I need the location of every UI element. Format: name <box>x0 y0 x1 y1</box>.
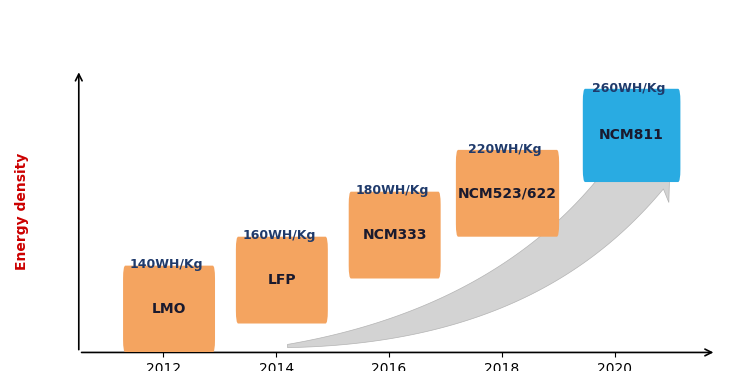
Text: Energy density: Energy density <box>15 152 29 270</box>
FancyBboxPatch shape <box>349 192 441 279</box>
Text: NCM523/622: NCM523/622 <box>458 186 557 200</box>
Text: The cathode material technology iteration has been completed: The cathode material technology iteratio… <box>11 20 603 38</box>
Text: LFP: LFP <box>268 273 296 287</box>
Text: LMO: LMO <box>152 302 186 316</box>
Text: 180WH/Kg: 180WH/Kg <box>356 184 428 197</box>
FancyBboxPatch shape <box>236 237 328 324</box>
Text: 260WH/Kg: 260WH/Kg <box>592 82 665 95</box>
Text: 160WH/Kg: 160WH/Kg <box>242 230 316 243</box>
FancyBboxPatch shape <box>583 89 680 182</box>
Text: 220WH/Kg: 220WH/Kg <box>468 143 542 156</box>
FancyBboxPatch shape <box>123 266 215 352</box>
FancyBboxPatch shape <box>456 150 559 237</box>
Text: NCM811: NCM811 <box>599 128 664 142</box>
Text: 140WH/Kg: 140WH/Kg <box>130 259 203 272</box>
Polygon shape <box>287 94 671 348</box>
Text: NCM333: NCM333 <box>362 228 427 242</box>
